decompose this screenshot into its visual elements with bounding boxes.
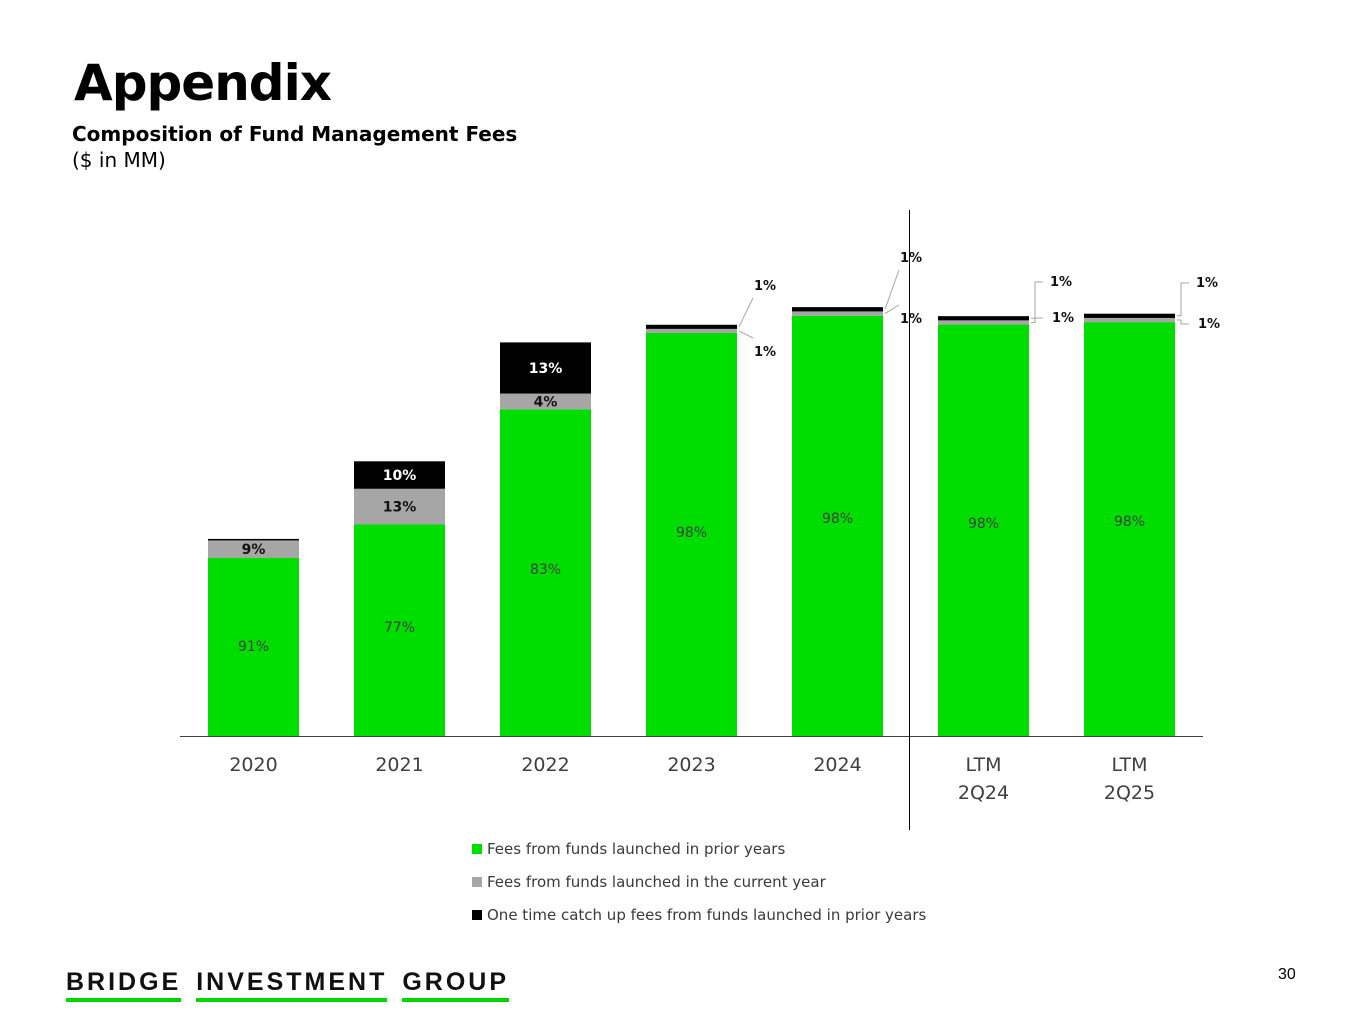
data-label-catchup-4: 1% bbox=[900, 251, 922, 266]
data-label-current-3: 1% bbox=[754, 345, 776, 360]
bar-2023-series-1 bbox=[646, 328, 737, 333]
callout-line-catchup-4 bbox=[884, 269, 900, 310]
data-label-prior-4: 98% bbox=[822, 511, 853, 527]
bar-2024-series-0 bbox=[792, 315, 883, 736]
logo-word-group: GROUP bbox=[402, 968, 510, 1002]
legend-label-current-year: Fees from funds launched in the current … bbox=[487, 872, 826, 891]
x-tick-label-2-0: 2022 bbox=[521, 754, 569, 776]
data-label-current-0: 9% bbox=[242, 542, 266, 558]
x-tick-label-6-1: 2Q25 bbox=[1104, 782, 1155, 804]
data-label-prior-2: 83% bbox=[530, 562, 561, 578]
data-label-prior-0: 91% bbox=[238, 639, 269, 655]
bar-ltm-2q24-series-0 bbox=[938, 324, 1029, 736]
bar-ltm-2q25-series-0 bbox=[1084, 322, 1175, 736]
callout-line-catchup-5 bbox=[1031, 281, 1043, 319]
callout-line-current-4 bbox=[884, 304, 900, 314]
bar-2022-series-1 bbox=[500, 393, 591, 410]
legend-label-catch-up: One time catch up fees from funds launch… bbox=[487, 905, 927, 924]
x-tick-label-1-0: 2021 bbox=[375, 754, 423, 776]
data-label-catchup-1: 10% bbox=[383, 468, 417, 484]
legend-swatch-current-year bbox=[472, 876, 482, 887]
data-label-prior-1: 77% bbox=[384, 620, 415, 636]
logo-word-investment: INVESTMENT bbox=[196, 968, 388, 1002]
callout-line-catchup-6 bbox=[1177, 282, 1189, 317]
bar-2024-series-2 bbox=[792, 307, 883, 312]
bar-ltm-2q24-series-1 bbox=[938, 320, 1029, 325]
data-label-current-6: 1% bbox=[1198, 317, 1220, 332]
x-tick-label-4-0: 2024 bbox=[813, 754, 861, 776]
data-label-current-5: 1% bbox=[1052, 311, 1074, 326]
legend-swatch-prior-years bbox=[472, 843, 482, 854]
data-label-current-2: 4% bbox=[534, 394, 558, 410]
chart-legend: Fees from funds launched in prior years … bbox=[472, 832, 926, 931]
bar-2023-series-2 bbox=[646, 324, 737, 329]
data-label-current-4: 1% bbox=[900, 312, 922, 327]
legend-label-prior-years: Fees from funds launched in prior years bbox=[487, 839, 786, 858]
x-tick-label-0-0: 2020 bbox=[229, 754, 277, 776]
bar-2024-series-1 bbox=[792, 311, 883, 316]
x-tick-label-6-0: LTM bbox=[1112, 754, 1148, 776]
data-label-catchup-6: 1% bbox=[1196, 276, 1218, 291]
bar-2021-series-2 bbox=[354, 461, 445, 489]
bar-2020-series-0 bbox=[208, 558, 299, 736]
bar-2022-series-2 bbox=[500, 342, 591, 394]
bar-2023-series-0 bbox=[646, 332, 737, 736]
x-tick-label-5-0: LTM bbox=[966, 754, 1002, 776]
data-label-catchup-5: 1% bbox=[1050, 275, 1072, 290]
data-label-prior-5: 98% bbox=[968, 516, 999, 532]
logo-word-bridge: BRIDGE bbox=[66, 968, 182, 1002]
callout-line-current-5 bbox=[1031, 317, 1043, 323]
data-label-prior-3: 98% bbox=[676, 525, 707, 541]
data-label-catchup-3: 1% bbox=[754, 279, 776, 294]
legend-item-prior-years: Fees from funds launched in prior years bbox=[472, 832, 926, 865]
bar-ltm-2q25-series-2 bbox=[1084, 313, 1175, 318]
x-tick-label-5-1: 2Q24 bbox=[958, 782, 1009, 804]
bar-2021-series-1 bbox=[354, 488, 445, 525]
callout-line-current-3 bbox=[738, 330, 754, 339]
bar-2022-series-0 bbox=[500, 409, 591, 736]
bar-ltm-2q25-series-1 bbox=[1084, 317, 1175, 323]
bar-2020-series-2 bbox=[208, 538, 299, 541]
chart-unit-label: ($ in MM) bbox=[72, 148, 166, 172]
legend-item-catch-up: One time catch up fees from funds launch… bbox=[472, 898, 926, 931]
data-label-prior-6: 98% bbox=[1114, 514, 1145, 530]
bar-2021-series-0 bbox=[354, 524, 445, 736]
chart-subtitle: Composition of Fund Management Fees bbox=[72, 122, 518, 146]
legend-item-current-year: Fees from funds launched in the current … bbox=[472, 865, 926, 898]
bar-ltm-2q24-series-2 bbox=[938, 316, 1029, 321]
company-logo: BRIDGE INVESTMENT GROUP bbox=[66, 968, 510, 1002]
x-tick-label-3-0: 2023 bbox=[667, 754, 715, 776]
bar-2020-series-1 bbox=[208, 540, 299, 559]
page-title: Appendix bbox=[74, 54, 332, 112]
callout-line-current-6 bbox=[1177, 319, 1189, 325]
callout-line-catchup-3 bbox=[738, 297, 754, 328]
page-number: 30 bbox=[1278, 966, 1296, 983]
legend-swatch-catch-up bbox=[472, 909, 482, 920]
data-label-current-1: 13% bbox=[383, 500, 417, 516]
data-label-catchup-2: 13% bbox=[529, 361, 563, 377]
